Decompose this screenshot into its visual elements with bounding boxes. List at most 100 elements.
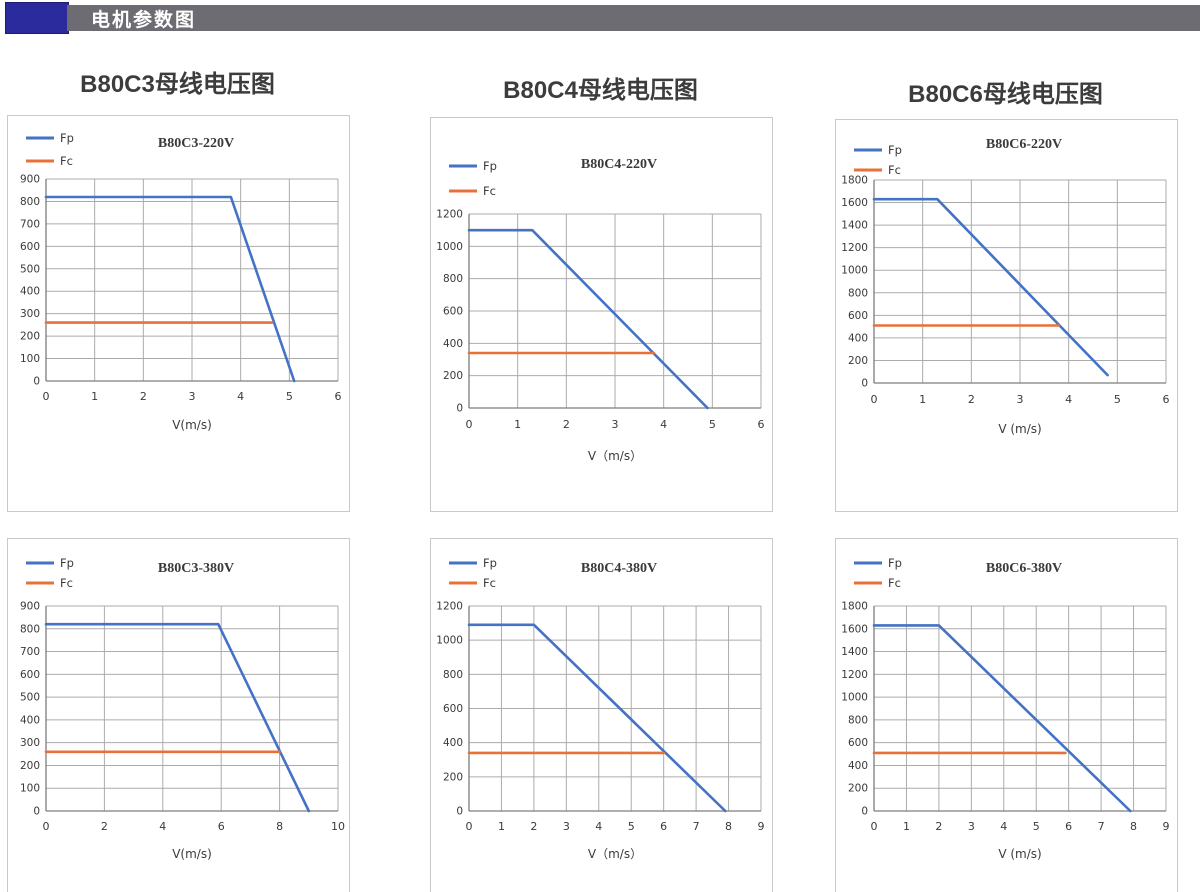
- y-tick-label: 900: [20, 174, 40, 186]
- chart-svg-b80c4-220v: 0 200 400 600 800 1000 1200 0 1 2 3 4 5 6 V（m/s） B80C4-…: [436, 157, 764, 463]
- x-tick-label: 5: [1033, 820, 1040, 833]
- chart-card-b80c4-220v: 0 200 400 600 800 1000 1200 0 1 2 3 4 5 6 V（m/s） B80C4-…: [430, 117, 773, 512]
- y-tick-label: 0: [861, 806, 868, 818]
- y-tick-label: 0: [33, 376, 40, 388]
- x-axis-label: V（m/s）: [588, 449, 642, 463]
- y-tick-label: 1800: [841, 175, 868, 187]
- y-tick-label: 800: [848, 714, 868, 726]
- y-tick-label: 1200: [436, 601, 463, 613]
- x-tick-label: 2: [530, 820, 537, 833]
- header-bar: 电机参数图: [67, 5, 1200, 31]
- y-tick-label: 200: [443, 771, 463, 783]
- x-tick-label: 1: [514, 418, 521, 431]
- y-tick-label: 100: [20, 353, 40, 365]
- y-tick-label: 400: [443, 338, 463, 350]
- y-tick-label: 100: [20, 783, 40, 795]
- legend-fp-label: Fp: [483, 159, 497, 173]
- chart-title: B80C6-220V: [986, 137, 1062, 152]
- y-tick-label: 1800: [841, 601, 868, 613]
- x-tick-label: 3: [968, 820, 975, 833]
- chart-title: B80C4-380V: [581, 561, 657, 576]
- y-tick-label: 1400: [841, 646, 868, 658]
- y-tick-label: 800: [20, 196, 40, 208]
- x-axis-label: V(m/s): [172, 847, 212, 861]
- x-tick-label: 0: [43, 820, 50, 833]
- series-line-fp: [467, 623, 727, 813]
- y-tick-label: 400: [848, 332, 868, 344]
- chart-card-b80c3-380v: 0 100 200 300 400 500 600 700 800 900 0 2 4 6 8 10 V(m/s…: [7, 538, 350, 892]
- y-tick-label: 1200: [436, 209, 463, 221]
- y-tick-label: 200: [443, 370, 463, 382]
- x-tick-label: 9: [1163, 820, 1170, 833]
- y-tick-label: 400: [20, 714, 40, 726]
- x-tick-label: 1: [903, 820, 910, 833]
- x-tick-label: 4: [237, 390, 244, 403]
- legend-fp-label: Fp: [483, 556, 497, 570]
- x-tick-label: 7: [693, 820, 700, 833]
- x-tick-label: 6: [218, 820, 225, 833]
- chart-svg-b80c6-220v: 0 200 400 600 800 1000 1200 1400 1600 1800 0 1 2 3 4 5 6…: [841, 137, 1170, 436]
- x-tick-label: 0: [871, 393, 878, 406]
- x-axis-label: V（m/s）: [588, 847, 642, 861]
- y-tick-label: 0: [456, 403, 463, 415]
- x-tick-label: 4: [1000, 820, 1007, 833]
- x-tick-label: 4: [159, 820, 166, 833]
- x-tick-label: 6: [1163, 393, 1170, 406]
- x-axis-label: V (m/s): [998, 422, 1041, 436]
- legend-fp-label: Fp: [60, 131, 74, 145]
- y-tick-label: 800: [443, 669, 463, 681]
- y-tick-label: 600: [848, 737, 868, 749]
- x-tick-label: 0: [466, 820, 473, 833]
- chart-svg-b80c3-220v: 0 100 200 300 400 500 600 700 800 900 0 1 2 3 4 5 6 V(m/s…: [20, 131, 342, 432]
- x-tick-label: 6: [335, 390, 342, 403]
- series-line-fp: [872, 197, 1109, 377]
- chart-title: B80C3-380V: [158, 561, 234, 576]
- chart-card-b80c6-220v: 0 200 400 600 800 1000 1200 1400 1600 1800 0 1 2 3 4 5 6…: [835, 119, 1178, 512]
- legend-fp-label: Fp: [60, 556, 74, 570]
- y-tick-label: 600: [848, 310, 868, 322]
- x-tick-label: 4: [595, 820, 602, 833]
- x-tick-label: 3: [563, 820, 570, 833]
- x-tick-label: 0: [43, 390, 50, 403]
- legend-fc-label: Fc: [888, 163, 901, 177]
- y-tick-label: 1200: [841, 242, 868, 254]
- chart-card-b80c6-380v: 0 200 400 600 800 1000 1200 1400 1600 1800 0 1 2 3 4 5 6…: [835, 538, 1178, 892]
- y-tick-label: 400: [848, 760, 868, 772]
- chart-svg-b80c4-380v: 0 200 400 600 800 1000 1200 0 1 2 3 4 5 6 7 8 9 V（m/s） B80…: [436, 556, 765, 861]
- y-tick-label: 200: [20, 760, 40, 772]
- y-tick-label: 1400: [841, 220, 868, 232]
- x-tick-label: 1: [498, 820, 505, 833]
- series-line-fp: [44, 195, 296, 383]
- x-tick-label: 10: [331, 820, 345, 833]
- y-tick-label: 300: [20, 308, 40, 320]
- y-tick-label: 600: [20, 241, 40, 253]
- chart-heading-b80c3: B80C3母线电压图: [80, 71, 275, 98]
- y-tick-label: 0: [33, 806, 40, 818]
- chart-svg-b80c3-380v: 0 100 200 300 400 500 600 700 800 900 0 2 4 6 8 10 V(m/s…: [20, 556, 345, 861]
- x-tick-label: 8: [725, 820, 732, 833]
- legend-fc-label: Fc: [60, 576, 73, 590]
- y-tick-label: 800: [443, 273, 463, 285]
- y-tick-label: 700: [20, 218, 40, 230]
- y-tick-label: 1000: [841, 692, 868, 704]
- x-tick-label: 9: [758, 820, 765, 833]
- x-tick-label: 2: [140, 390, 147, 403]
- y-tick-label: 300: [20, 737, 40, 749]
- x-tick-label: 3: [189, 390, 196, 403]
- x-tick-label: 6: [1065, 820, 1072, 833]
- x-tick-label: 3: [1017, 393, 1024, 406]
- x-tick-label: 3: [612, 418, 619, 431]
- chart-card-b80c3-220v: 0 100 200 300 400 500 600 700 800 900 0 1 2 3 4 5 6 V(m/s…: [7, 115, 350, 512]
- x-tick-label: 0: [466, 418, 473, 431]
- x-tick-label: 1: [91, 390, 98, 403]
- y-tick-label: 900: [20, 601, 40, 613]
- x-tick-label: 2: [563, 418, 570, 431]
- x-tick-label: 5: [286, 390, 293, 403]
- legend-fp-label: Fp: [888, 143, 902, 157]
- x-tick-label: 4: [660, 418, 667, 431]
- y-tick-label: 1600: [841, 623, 868, 635]
- y-tick-label: 500: [20, 692, 40, 704]
- y-tick-label: 700: [20, 646, 40, 658]
- y-tick-label: 1200: [841, 669, 868, 681]
